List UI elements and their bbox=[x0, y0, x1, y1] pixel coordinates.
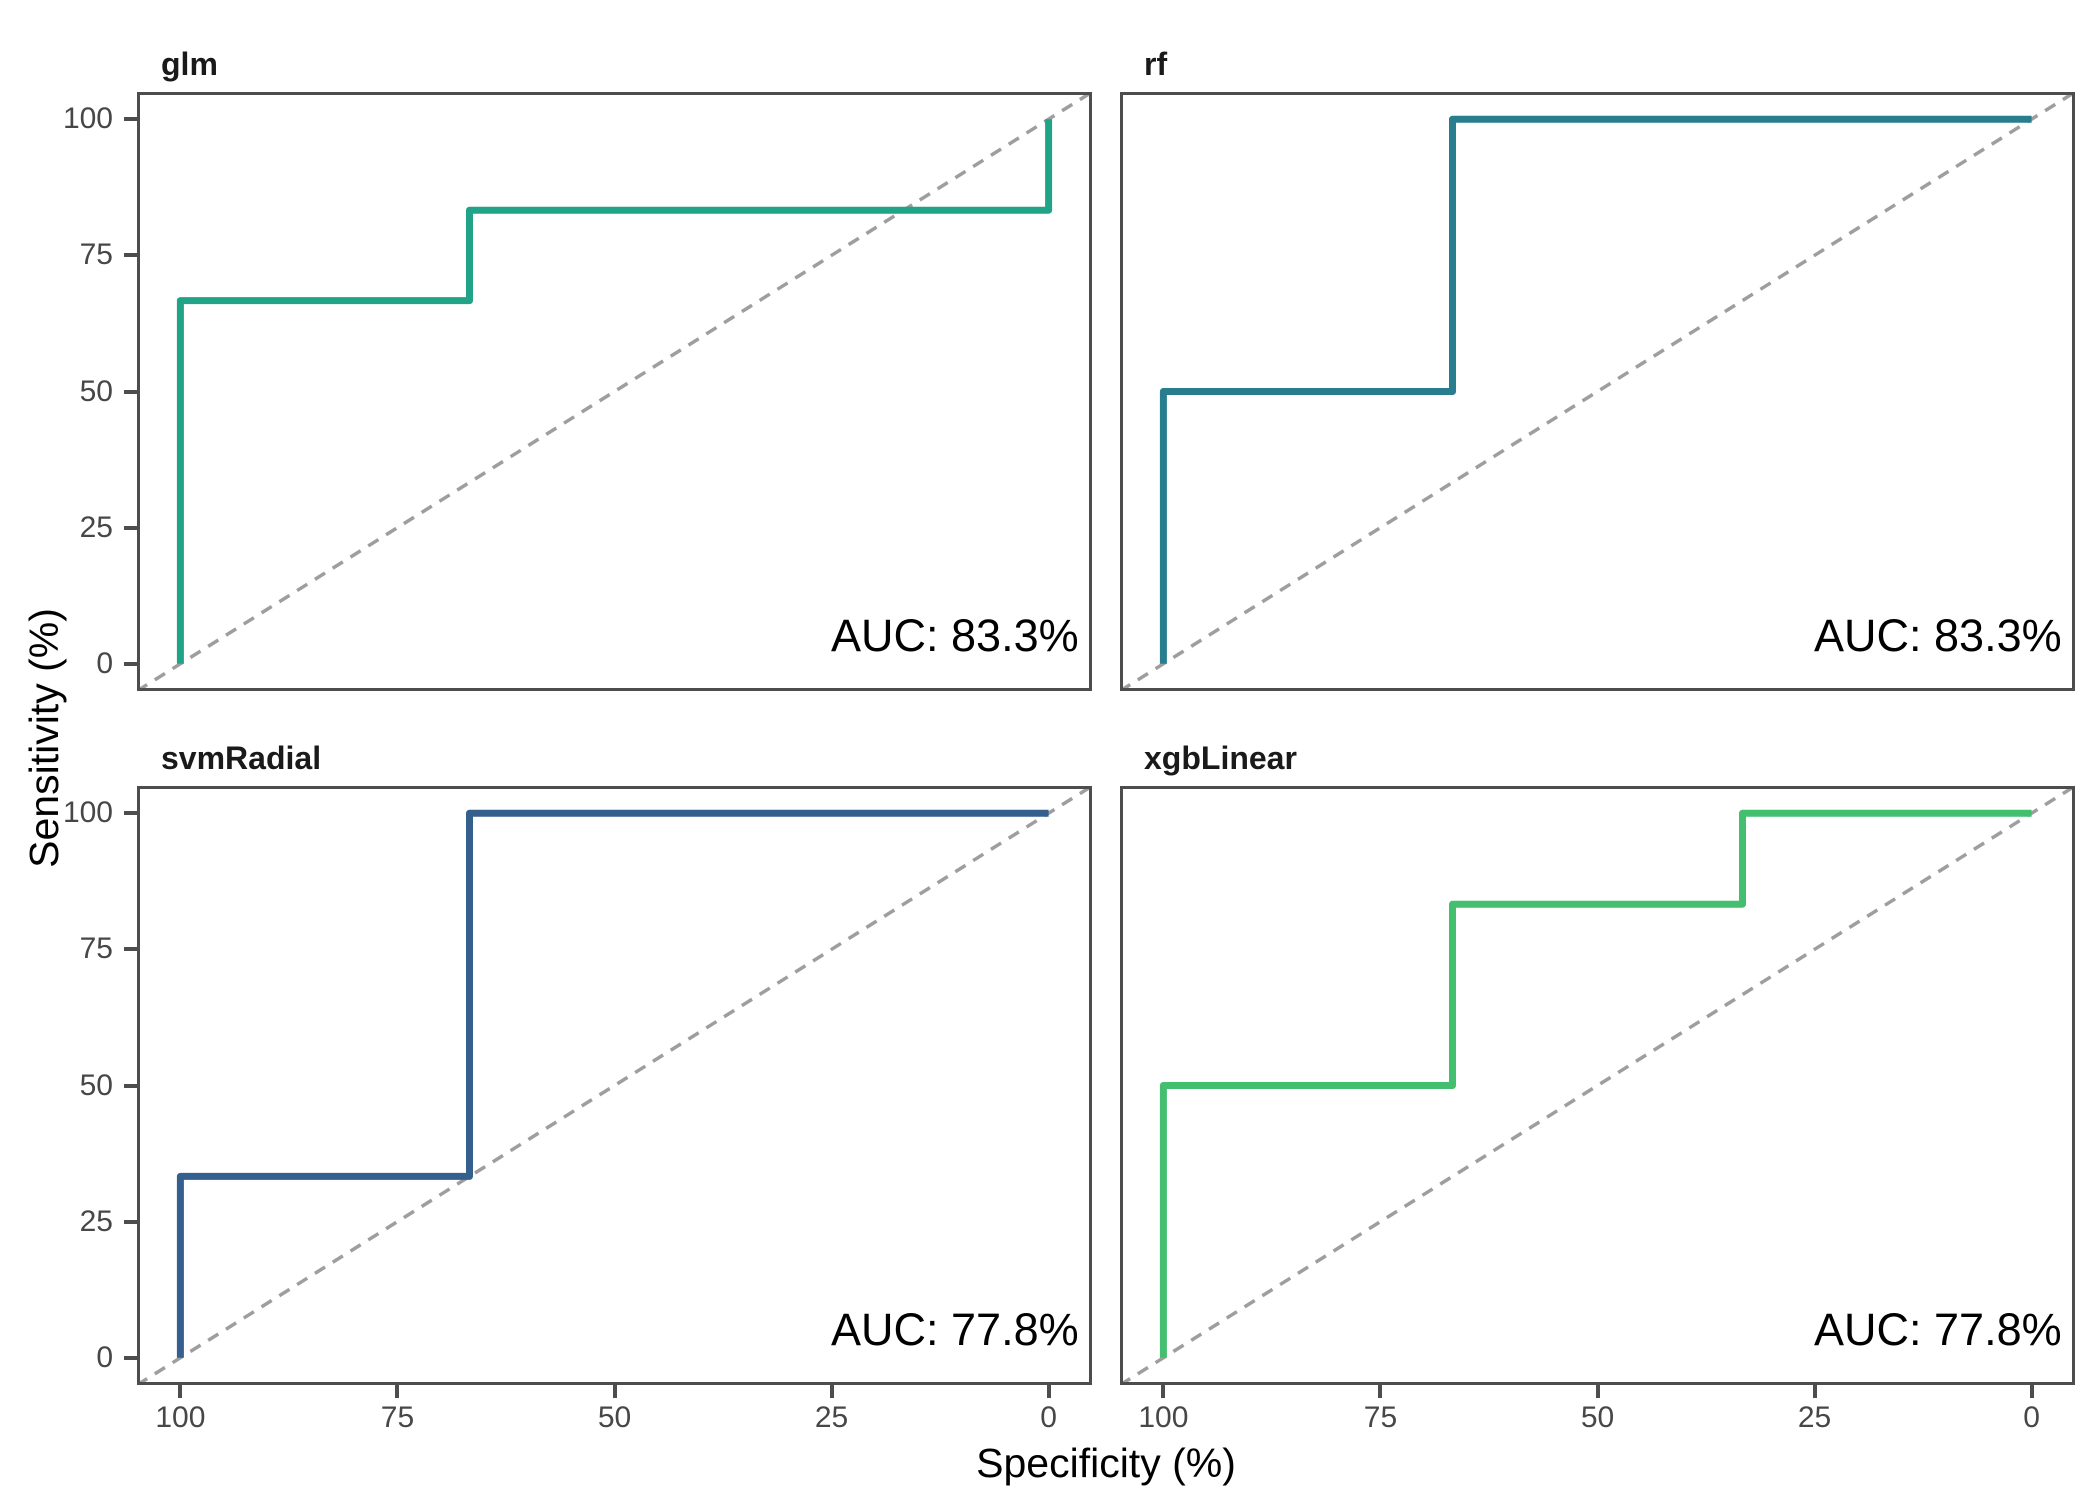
y-tick-mark bbox=[124, 253, 137, 258]
y-tick-mark bbox=[124, 389, 137, 394]
x-tick-label: 50 bbox=[1580, 1401, 1615, 1434]
y-tick-label: 75 bbox=[79, 238, 113, 272]
auc-label-glm: AUC: 83.3% bbox=[831, 610, 1079, 661]
roc-curve bbox=[176, 809, 1049, 1358]
x-tick-mark bbox=[612, 1385, 617, 1398]
facet-title-xgbLinear: xgbLinear bbox=[1144, 740, 1297, 776]
roc-plot-glm bbox=[137, 92, 1092, 691]
roc-plot-svmRadial bbox=[137, 786, 1092, 1385]
x-tick-label: 25 bbox=[814, 1401, 849, 1434]
x-tick-label: 75 bbox=[380, 1401, 415, 1434]
roc-curve bbox=[176, 119, 1053, 664]
y-axis-title: Sensitivity (%) bbox=[21, 608, 67, 868]
x-tick-label: 100 bbox=[1138, 1401, 1189, 1434]
panel-border bbox=[137, 92, 1092, 691]
facet-title-glm: glm bbox=[161, 46, 218, 82]
y-tick-label: 75 bbox=[79, 932, 113, 966]
panel-glm: glm AUC: 83.3% 0 25 50 75 100 bbox=[63, 46, 1092, 691]
roc-plot-xgbLinear bbox=[1120, 786, 2075, 1385]
diagonal-reference-line bbox=[137, 92, 1092, 691]
x-tick-label: 0 bbox=[2023, 1401, 2040, 1434]
x-tick-label: 0 bbox=[1040, 1401, 1057, 1434]
facet-title-rf: rf bbox=[1144, 46, 1168, 82]
panel-svmRadial: svmRadial AUC: 77.8% 100 75 50 25 0 0 25 50 75 10… bbox=[63, 740, 1092, 1434]
panel-border bbox=[137, 786, 1092, 1385]
y-tick-mark bbox=[124, 1355, 137, 1360]
x-tick-label: 50 bbox=[597, 1401, 632, 1434]
y-tick-label: 100 bbox=[62, 796, 113, 830]
x-tick-mark bbox=[178, 1385, 183, 1398]
x-tick-mark bbox=[1378, 1385, 1383, 1398]
x-tick-mark bbox=[1812, 1385, 1817, 1398]
diagonal-reference-line bbox=[137, 786, 1092, 1385]
roc-plot-rf bbox=[1120, 92, 2075, 691]
auc-label-rf: AUC: 83.3% bbox=[1814, 610, 2062, 661]
y-tick-label: 100 bbox=[62, 102, 113, 136]
roc-curve bbox=[1159, 809, 2032, 1358]
x-tick-label: 75 bbox=[1363, 1401, 1398, 1434]
y-tick-label: 0 bbox=[96, 646, 113, 680]
x-tick-label: 25 bbox=[1797, 1401, 1832, 1434]
y-tick-mark bbox=[124, 661, 137, 666]
y-tick-mark bbox=[124, 947, 137, 952]
panel-border bbox=[1120, 92, 2075, 691]
y-tick-mark bbox=[124, 117, 137, 122]
y-tick-label: 25 bbox=[79, 510, 113, 544]
x-tick-mark bbox=[395, 1385, 400, 1398]
y-tick-label: 0 bbox=[96, 1340, 113, 1374]
y-tick-mark bbox=[124, 1219, 137, 1224]
auc-label-xgbLinear: AUC: 77.8% bbox=[1814, 1304, 2062, 1355]
y-tick-mark bbox=[124, 811, 137, 816]
x-tick-mark bbox=[1046, 1385, 1051, 1398]
x-tick-mark bbox=[829, 1385, 834, 1398]
panel-border bbox=[1120, 786, 2075, 1385]
facet-title-svmRadial: svmRadial bbox=[161, 740, 322, 776]
y-tick-label: 50 bbox=[79, 374, 113, 408]
y-tick-label: 25 bbox=[79, 1204, 113, 1238]
x-tick-mark bbox=[1161, 1385, 1166, 1398]
y-tick-mark bbox=[124, 525, 137, 530]
x-tick-label: 100 bbox=[155, 1401, 206, 1434]
y-tick-label: 50 bbox=[79, 1068, 113, 1102]
x-tick-mark bbox=[2029, 1385, 2034, 1398]
roc-curve bbox=[1159, 115, 2032, 664]
auc-label-svmRadial: AUC: 77.8% bbox=[831, 1304, 1079, 1355]
panel-xgbLinear: xgbLinear AUC: 77.8% 100 75 50 25 0 bbox=[1120, 740, 2075, 1434]
x-tick-mark bbox=[1595, 1385, 1600, 1398]
y-tick-mark bbox=[124, 1083, 137, 1088]
panel-rf: rf AUC: 83.3% bbox=[1120, 46, 2075, 691]
x-axis-title: Specificity (%) bbox=[976, 1440, 1236, 1486]
